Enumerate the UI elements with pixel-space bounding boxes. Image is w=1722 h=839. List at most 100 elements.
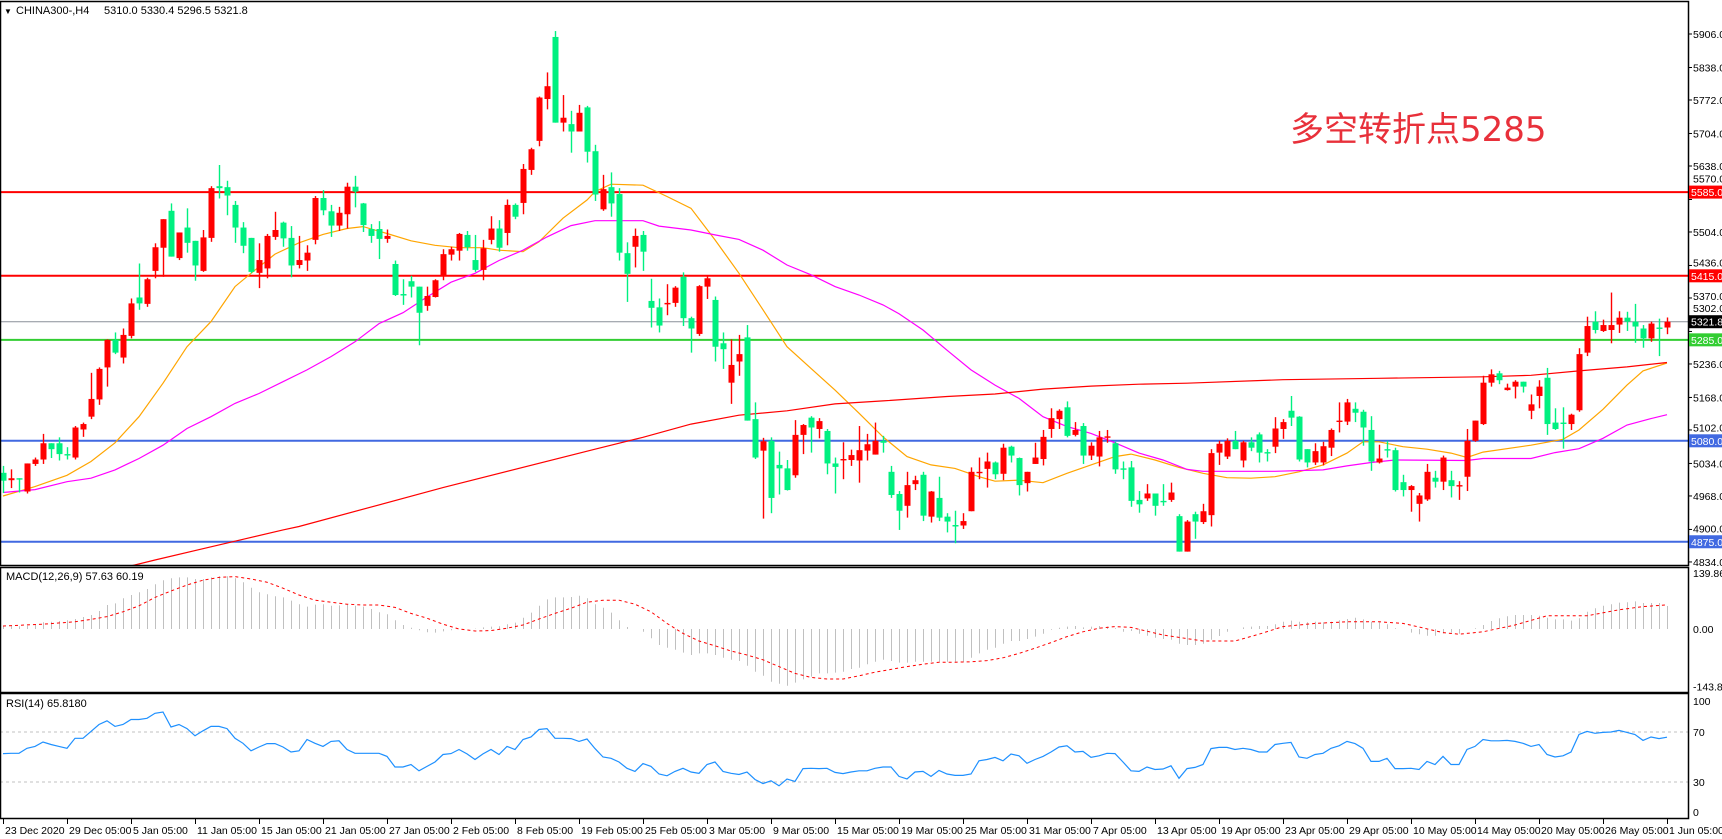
- candle-bullish: [80, 422, 87, 437]
- candle-body: [320, 197, 327, 211]
- candle-body: [968, 471, 975, 512]
- candle-body: [928, 491, 935, 517]
- candle-body: [536, 97, 543, 141]
- ohlc-values: 5310.0 5330.4 5296.5 5321.8: [104, 5, 248, 17]
- triangle-down-icon[interactable]: ▼: [4, 7, 12, 16]
- candle-bullish: [1648, 321, 1655, 342]
- candle-bearish: [680, 272, 687, 327]
- chart-header: ▼ CHINA300-,H4 5310.0 5330.4 5296.5 5321…: [4, 5, 248, 17]
- candle-body: [1656, 327, 1663, 329]
- candle-body: [1608, 325, 1615, 330]
- candle-body: [432, 280, 439, 297]
- candle-bearish: [288, 226, 295, 278]
- price-axis-label: 5102.0: [1693, 422, 1722, 434]
- candle-body: [1616, 317, 1623, 325]
- candle-bearish: [392, 260, 399, 297]
- candle-body: [976, 471, 983, 474]
- candle-body: [1544, 377, 1551, 425]
- candle-bearish: [1160, 484, 1167, 506]
- candle-bearish: [1152, 493, 1159, 516]
- candle-bearish: [416, 286, 423, 346]
- candle-bearish: [512, 203, 519, 220]
- price-axis-label: 5370.0: [1693, 291, 1722, 303]
- candle-body: [328, 211, 335, 226]
- candle-body: [568, 124, 575, 132]
- candle-bearish: [1288, 395, 1295, 427]
- candle-body: [248, 237, 255, 272]
- candle-body: [1456, 485, 1463, 487]
- candle-body: [64, 454, 71, 456]
- candle-body: [832, 463, 839, 467]
- price-level-tag-label: 5585.0: [1691, 187, 1722, 199]
- price-axis-label: 5436.0: [1693, 257, 1722, 269]
- candle-bearish: [1520, 381, 1527, 393]
- candle-bearish: [1560, 407, 1567, 449]
- candle-body: [184, 227, 191, 243]
- candle-bearish: [328, 204, 335, 237]
- candle-body: [512, 204, 519, 217]
- price-axis-label: 5838.0: [1693, 62, 1722, 74]
- candle-body: [872, 440, 879, 455]
- candle-bearish: [880, 435, 887, 453]
- candle-body: [1160, 500, 1167, 503]
- candle-body: [1440, 457, 1447, 482]
- rsi-title: RSI(14) 65.8180: [6, 698, 87, 710]
- macd-axis-label: 0.00: [1693, 624, 1714, 636]
- candle-bullish: [152, 243, 159, 279]
- candle-bearish: [112, 332, 119, 355]
- candle-bearish: [1400, 474, 1407, 497]
- time-axis-label: 15 Jan 05:00: [261, 825, 322, 837]
- moving-average-mid: [2, 220, 1668, 494]
- candle-bearish: [1496, 370, 1503, 385]
- candle-body: [1552, 422, 1559, 429]
- candle-body: [200, 237, 207, 271]
- candle-body: [1584, 326, 1591, 353]
- candle-body: [392, 263, 399, 296]
- candle-body: [672, 287, 679, 303]
- candle-bullish: [1096, 430, 1103, 467]
- candle-bullish: [1032, 442, 1039, 464]
- candle-body: [1112, 443, 1119, 470]
- macd-axis-label: -143.82: [1693, 682, 1722, 694]
- time-axis-label: 3 Mar 05:00: [709, 825, 765, 837]
- bid-price-tag: [1689, 315, 1722, 329]
- candle-bullish: [600, 174, 607, 211]
- candle-bullish: [1312, 443, 1319, 465]
- price-level-tag: [1689, 535, 1722, 549]
- time-axis-label: 1 Jun 05:00: [1669, 825, 1722, 837]
- candle-bullish: [792, 420, 799, 478]
- candle-bullish: [144, 277, 151, 307]
- candle-body: [1424, 471, 1431, 500]
- candle-bearish: [1232, 430, 1239, 450]
- rsi-line: [2, 711, 1668, 787]
- candle-bullish: [840, 442, 847, 480]
- candle-bullish: [968, 467, 975, 512]
- time-axis-label: 2 Feb 05:00: [453, 825, 509, 837]
- candle-body: [1168, 492, 1175, 500]
- candle-body: [136, 297, 143, 304]
- candle-bullish: [32, 457, 39, 466]
- candle-body: [1264, 452, 1271, 454]
- price-axis-label: 5772.0: [1693, 95, 1722, 107]
- candle-bearish: [776, 451, 783, 495]
- macd-panel-frame: [0, 566, 1690, 694]
- time-axis-label: 25 Mar 05:00: [965, 825, 1027, 837]
- candle-bearish: [896, 491, 903, 530]
- candle-body: [712, 299, 719, 347]
- candle-body: [480, 248, 487, 270]
- candle-bearish: [1120, 461, 1127, 480]
- price-axis-label: 5504.0: [1693, 227, 1722, 239]
- candle-body: [376, 229, 383, 239]
- candle-bullish: [1376, 444, 1383, 464]
- candle-body: [560, 117, 567, 123]
- candle-bullish: [1568, 413, 1575, 430]
- candle-bearish: [1192, 511, 1199, 539]
- time-axis-label: 10 May 05:00: [1413, 825, 1477, 837]
- candle-body: [288, 237, 295, 266]
- candle-body: [304, 252, 311, 261]
- candle-body: [1024, 471, 1031, 484]
- candle-body: [1448, 480, 1455, 487]
- candle-body: [640, 234, 647, 252]
